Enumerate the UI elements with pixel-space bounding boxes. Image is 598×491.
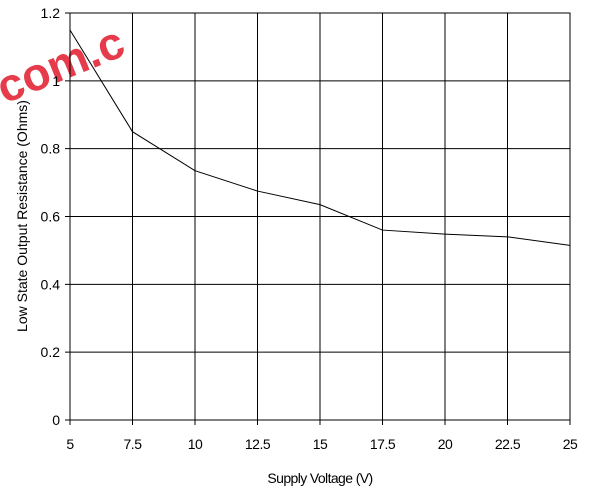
y-tick-label: 1.2 <box>41 5 61 21</box>
x-tick-label: 15 <box>313 436 328 452</box>
x-tick-label: 5 <box>66 436 74 452</box>
data-point <box>444 233 446 235</box>
data-point <box>506 236 509 238</box>
x-axis-title: Supply Voltage (V) <box>267 470 372 486</box>
x-tick-label: 22.5 <box>495 436 521 452</box>
x-tick-label: 25 <box>563 436 578 452</box>
x-axis-ticks: 5 7.5 10 12.5 15 17.5 20 22.5 25 <box>66 436 578 452</box>
y-axis-ticks: 0 0.2 0.4 0.6 0.8 1 1.2 <box>41 5 61 428</box>
data-point <box>381 229 384 231</box>
y-tick-label: 0.4 <box>41 276 61 292</box>
series-points <box>69 29 571 246</box>
grid-lines <box>65 12 571 425</box>
y-tick-label: 0.8 <box>41 141 61 157</box>
x-tick-label: 10 <box>188 436 203 452</box>
data-point <box>256 190 259 192</box>
y-tick-label: 0 <box>52 412 60 428</box>
y-tick-label: 1 <box>52 73 60 89</box>
x-tick-label: 7.5 <box>124 436 143 452</box>
data-point <box>131 131 134 133</box>
data-point <box>569 244 571 246</box>
data-point <box>194 170 196 172</box>
x-tick-label: 17.5 <box>370 436 396 452</box>
y-tick-label: 0.6 <box>41 209 61 225</box>
data-point <box>69 29 71 31</box>
x-tick-label: 12.5 <box>245 436 271 452</box>
data-point <box>319 204 321 206</box>
y-axis-title: Low State Output Resistance (Ohms) <box>14 100 30 332</box>
x-tick-label: 20 <box>438 436 453 452</box>
y-tick-label: 0.2 <box>41 344 61 360</box>
plot-area-frame <box>69 12 571 421</box>
